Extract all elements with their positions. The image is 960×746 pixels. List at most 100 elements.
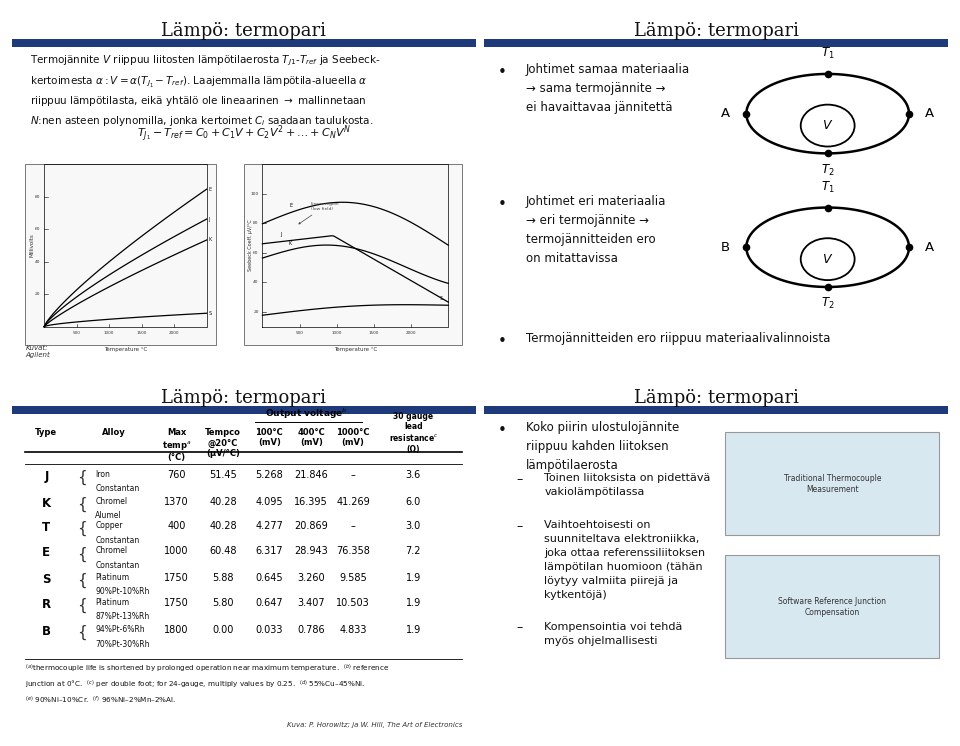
Text: 0.786: 0.786: [298, 625, 325, 635]
Text: R: R: [42, 598, 51, 611]
Text: Max
temp$^a$
(°C): Max temp$^a$ (°C): [161, 428, 191, 462]
Text: $V$: $V$: [822, 253, 833, 266]
Text: Traditional Thermocouple
Measurement: Traditional Thermocouple Measurement: [783, 474, 881, 495]
Text: 70%Pt-30%Rh: 70%Pt-30%Rh: [95, 639, 150, 648]
Text: 1500: 1500: [369, 331, 379, 335]
Text: 2000: 2000: [169, 331, 180, 335]
Text: 4.833: 4.833: [339, 625, 367, 635]
Circle shape: [801, 104, 854, 146]
Text: 60: 60: [253, 251, 258, 255]
Text: Constantan: Constantan: [95, 484, 139, 493]
Text: Temperature °C: Temperature °C: [104, 347, 147, 351]
Text: {: {: [77, 598, 86, 613]
Text: J: J: [44, 470, 49, 483]
Text: {: {: [77, 573, 86, 588]
Text: 100°C
(mV): 100°C (mV): [255, 428, 283, 448]
Text: B: B: [42, 625, 51, 638]
Bar: [12, 406, 476, 414]
Text: –: –: [516, 474, 522, 486]
Text: 1.9: 1.9: [406, 598, 421, 608]
Text: $^{(a)}$thermocouple life is shortened by prolonged operation near maximum tempe: $^{(a)}$thermocouple life is shortened b…: [26, 663, 390, 706]
Text: •: •: [498, 334, 507, 349]
Text: –: –: [516, 621, 522, 635]
Text: Platinum: Platinum: [95, 598, 130, 607]
Text: 0.00: 0.00: [212, 625, 233, 635]
Text: Kompensointia voi tehdä
myös ohjelmallisesti: Kompensointia voi tehdä myös ohjelmallis…: [544, 621, 683, 645]
Text: Koko piirin ulostulojännite
riippuu kahden liitoksen
lämpötilaerosta: Koko piirin ulostulojännite riippuu kahd…: [526, 421, 679, 472]
Text: 21.846: 21.846: [295, 470, 328, 480]
Text: Millivolts: Millivolts: [30, 233, 35, 257]
Text: 90%Pt-10%Rh: 90%Pt-10%Rh: [95, 587, 150, 596]
Text: 1500: 1500: [136, 331, 147, 335]
Text: Temperature °C: Temperature °C: [334, 347, 377, 351]
Text: E: E: [42, 546, 50, 560]
Text: linear region
(low field): linear region (low field): [299, 202, 338, 224]
Text: Chromel: Chromel: [95, 546, 128, 556]
Text: 5.268: 5.268: [255, 470, 283, 480]
Bar: [484, 406, 948, 414]
Text: 6.317: 6.317: [255, 546, 283, 557]
Text: 1750: 1750: [164, 573, 189, 583]
Text: 60: 60: [35, 228, 40, 231]
Text: Output voltage$^b$: Output voltage$^b$: [265, 407, 348, 421]
FancyBboxPatch shape: [726, 555, 939, 658]
Text: Vaihtoehtoisesti on
suunniteltava elektroniikka,
joka ottaa referenssiliitoksen
: Vaihtoehtoisesti on suunniteltava elektr…: [544, 521, 706, 601]
Text: 40.28: 40.28: [209, 497, 237, 507]
Text: $T_{J_1} - T_{ref} = C_0 + C_1V + C_2V^2 + \ldots + C_NV^N$: $T_{J_1} - T_{ref} = C_0 + C_1V + C_2V^2…: [136, 122, 351, 144]
Text: Constantan: Constantan: [95, 561, 139, 570]
Text: •: •: [498, 197, 507, 212]
Text: K: K: [208, 237, 212, 242]
Text: A: A: [721, 107, 730, 120]
Text: 60.48: 60.48: [209, 546, 237, 557]
Text: Alloy: Alloy: [102, 428, 126, 437]
Text: $T_2$: $T_2$: [821, 296, 834, 311]
Text: {: {: [77, 497, 86, 513]
Text: 1800: 1800: [164, 625, 189, 635]
Text: 40.28: 40.28: [209, 521, 237, 531]
Text: 4.277: 4.277: [255, 521, 283, 531]
Text: A: A: [925, 241, 934, 254]
Text: S: S: [208, 311, 211, 316]
Text: {: {: [77, 546, 86, 562]
Text: A: A: [925, 107, 934, 120]
Text: 76.358: 76.358: [336, 546, 370, 557]
Text: J: J: [280, 232, 282, 237]
Text: 100: 100: [251, 192, 258, 195]
Text: 94%Pt-6%Rh: 94%Pt-6%Rh: [95, 625, 145, 634]
Text: 87%Pt-13%Rh: 87%Pt-13%Rh: [95, 612, 150, 621]
Text: 5.88: 5.88: [212, 573, 233, 583]
Text: –: –: [350, 521, 355, 531]
Text: $T_1$: $T_1$: [821, 46, 834, 61]
Text: K: K: [289, 240, 292, 245]
Text: Lämpö: termopari: Lämpö: termopari: [634, 22, 799, 40]
Text: Termojännitteiden ero riippuu materiaalivalinnoista: Termojännitteiden ero riippuu materiaali…: [526, 332, 830, 345]
Text: Johtimet eri materiaalia
→ eri termojännite →
termojännitteiden ero
on mitattavi: Johtimet eri materiaalia → eri termojänn…: [526, 195, 666, 265]
Text: Lämpö: termopari: Lämpö: termopari: [161, 389, 326, 407]
Text: 1000: 1000: [331, 331, 342, 335]
Text: S: S: [440, 295, 443, 301]
Text: K: K: [42, 497, 51, 510]
Text: 3.407: 3.407: [298, 598, 325, 608]
Text: B: B: [721, 241, 730, 254]
Text: Platinum: Platinum: [95, 573, 130, 582]
Text: 0.645: 0.645: [255, 573, 283, 583]
Text: 760: 760: [167, 470, 185, 480]
Text: 16.395: 16.395: [295, 497, 328, 507]
Text: 3.260: 3.260: [298, 573, 325, 583]
Text: 10.503: 10.503: [336, 598, 370, 608]
Text: J: J: [208, 216, 210, 222]
Text: T: T: [42, 521, 51, 534]
Text: S: S: [42, 573, 51, 586]
Text: $T_1$: $T_1$: [821, 180, 834, 195]
Text: $T_2$: $T_2$: [821, 163, 834, 178]
FancyBboxPatch shape: [726, 432, 939, 535]
Text: 1750: 1750: [164, 598, 189, 608]
Text: 20.869: 20.869: [295, 521, 328, 531]
Text: 6.0: 6.0: [406, 497, 421, 507]
Text: 1000°C
(mV): 1000°C (mV): [336, 428, 370, 448]
Text: 20: 20: [35, 292, 40, 296]
Text: 80: 80: [35, 195, 40, 198]
Text: Kuva: P. Horowitz; ja W. Hill, The Art of Electronics: Kuva: P. Horowitz; ja W. Hill, The Art o…: [287, 722, 462, 728]
Text: •: •: [498, 423, 507, 438]
Text: 400°C
(mV): 400°C (mV): [298, 428, 325, 448]
